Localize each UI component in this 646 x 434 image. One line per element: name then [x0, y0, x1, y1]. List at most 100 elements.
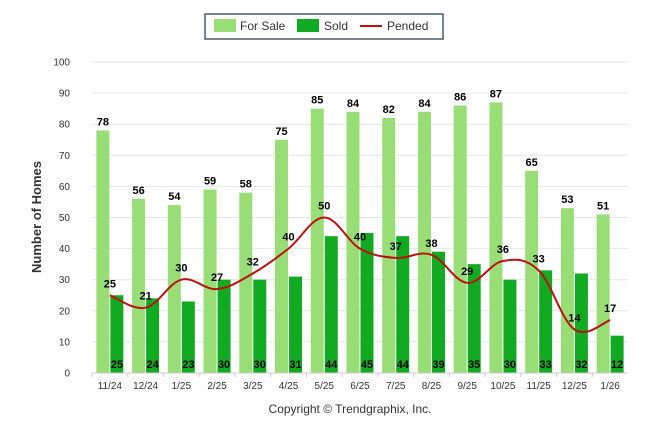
label-pended: 14	[568, 312, 581, 324]
label-pended: 32	[247, 256, 259, 268]
bar-sold	[360, 233, 374, 373]
label-sold: 45	[361, 359, 373, 371]
label-for-sale: 78	[97, 116, 109, 128]
y-tick-label: 90	[59, 89, 71, 100]
label-sold: 35	[468, 359, 480, 371]
x-tick-label: 1/26	[600, 381, 620, 392]
label-sold: 12	[611, 359, 623, 371]
label-pended: 36	[497, 244, 509, 256]
y-tick-label: 60	[59, 182, 71, 193]
pended-line	[109, 216, 611, 334]
x-tick-label: 2/25	[207, 381, 227, 392]
label-pended: 30	[175, 263, 187, 275]
bar-sold	[110, 295, 124, 373]
label-for-sale: 59	[204, 176, 216, 188]
label-pended: 50	[318, 201, 330, 213]
bar-for-sale	[203, 189, 217, 373]
bar-for-sale	[96, 130, 110, 373]
bar-for-sale	[453, 105, 467, 373]
label-for-sale: 58	[240, 179, 252, 191]
label-pended: 40	[282, 232, 294, 244]
label-sold: 30	[218, 359, 230, 371]
legend-swatch-sold	[297, 19, 319, 32]
bar-sold	[253, 279, 267, 373]
bar-sold	[146, 298, 160, 373]
y-tick-label: 0	[64, 369, 70, 380]
label-for-sale: 53	[561, 194, 573, 206]
bar-for-sale	[525, 170, 539, 373]
y-tick-label: 20	[59, 306, 71, 317]
label-sold: 30	[254, 359, 266, 371]
label-sold: 31	[289, 359, 301, 371]
y-tick-label: 50	[59, 213, 71, 224]
label-sold: 44	[397, 359, 410, 371]
bar-for-sale	[239, 192, 253, 373]
x-tick-label: 5/25	[315, 381, 335, 392]
legend-label-pended: Pended	[387, 19, 428, 33]
y-tick-label: 30	[59, 275, 71, 286]
bar-sold	[574, 273, 588, 373]
x-tick-label: 3/25	[243, 381, 263, 392]
bar-sold	[610, 335, 624, 373]
x-tick-label: 12/24	[133, 381, 158, 392]
x-tick-label: 9/25	[457, 381, 477, 392]
y-tick-label: 70	[59, 151, 71, 162]
bar-for-sale	[132, 198, 146, 373]
bar-for-sale	[417, 111, 431, 373]
label-for-sale: 75	[275, 126, 287, 138]
bar-sold	[217, 279, 231, 373]
x-tick-label: 11/24	[98, 381, 123, 392]
label-sold: 24	[146, 359, 159, 371]
label-pended: 33	[533, 253, 545, 265]
bar-sold	[431, 251, 445, 373]
label-for-sale: 85	[311, 95, 323, 107]
bar-for-sale	[596, 214, 610, 373]
bar-sold	[539, 270, 553, 373]
legend-label-sold: Sold	[324, 19, 348, 33]
bar-sold	[289, 276, 303, 373]
label-sold: 39	[432, 359, 444, 371]
bar-for-sale	[310, 108, 324, 374]
label-for-sale: 51	[597, 200, 609, 212]
label-for-sale: 82	[383, 104, 395, 116]
label-pended: 17	[604, 303, 616, 315]
x-tick-label: 10/25	[490, 381, 515, 392]
legend-swatch-for-sale	[214, 19, 236, 32]
pended-line-group	[109, 216, 611, 334]
x-tick-label: 8/25	[422, 381, 442, 392]
y-tick-label: 100	[53, 58, 70, 69]
y-tick-label: 40	[59, 244, 71, 255]
y-axis-label: Number of Homes	[29, 161, 44, 273]
bar-for-sale	[489, 102, 503, 374]
label-for-sale: 87	[490, 88, 502, 100]
label-for-sale: 65	[526, 157, 538, 169]
label-for-sale: 86	[454, 92, 466, 104]
legend: For Sale Sold Pended	[204, 13, 444, 40]
y-tick-label: 10	[59, 337, 71, 348]
bar-sold	[503, 279, 517, 373]
x-tick-label: 11/25	[527, 381, 552, 392]
bar-for-sale	[560, 208, 574, 373]
bar-for-sale	[275, 139, 289, 373]
label-sold: 44	[325, 359, 338, 371]
label-pended: 37	[390, 241, 402, 253]
label-for-sale: 54	[168, 191, 181, 203]
data-labels: 78 25 56 24 54 23 59 30 58 30 75 31 85 44 84 45 82 44 84 39…	[97, 88, 624, 371]
label-for-sale: 84	[418, 98, 431, 110]
label-for-sale: 84	[347, 98, 360, 110]
x-tick-label: 12/25	[562, 381, 587, 392]
bar-sold	[467, 264, 481, 373]
axes: 0 10 20 30 40 50 60 70 80 90 100 11/24 12/24 1/25 2/25…	[53, 58, 628, 392]
bars	[96, 102, 624, 374]
copyright-text: Copyright © Trendgraphix, Inc.	[269, 402, 432, 416]
label-sold: 33	[540, 359, 552, 371]
label-pended: 38	[425, 238, 437, 250]
bar-for-sale	[382, 117, 396, 373]
label-sold: 23	[182, 359, 194, 371]
x-tick-label: 6/25	[350, 381, 370, 392]
label-pended: 27	[211, 272, 223, 284]
label-pended: 40	[354, 232, 366, 244]
label-pended: 25	[104, 278, 116, 290]
label-pended: 21	[139, 291, 151, 303]
